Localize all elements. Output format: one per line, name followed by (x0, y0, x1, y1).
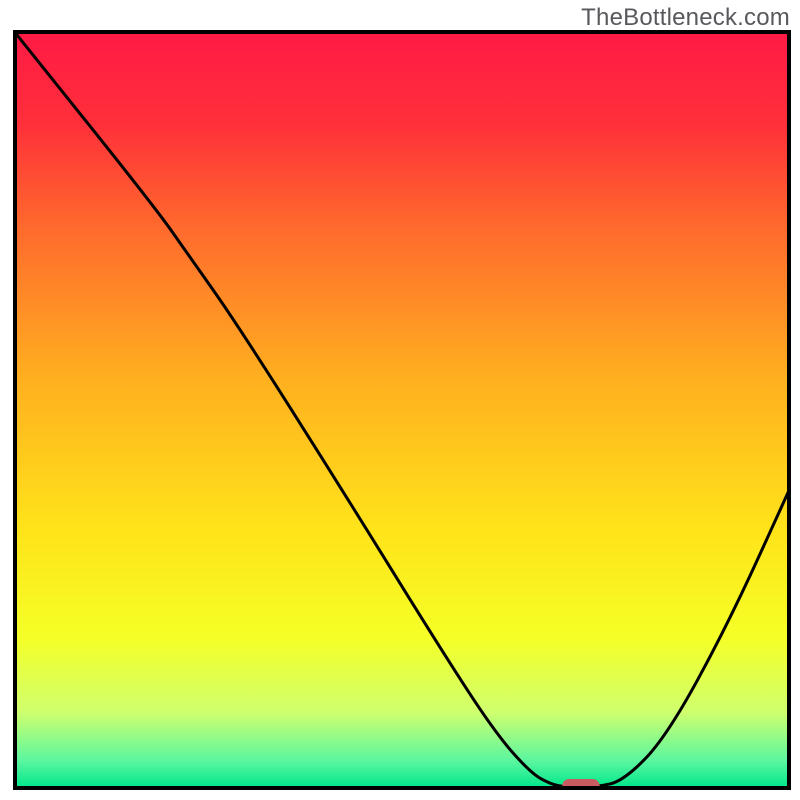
chart-svg (13, 30, 791, 790)
stage: TheBottleneck.com (0, 0, 800, 800)
bottleneck-chart (13, 30, 791, 790)
watermark-text: TheBottleneck.com (581, 4, 790, 32)
